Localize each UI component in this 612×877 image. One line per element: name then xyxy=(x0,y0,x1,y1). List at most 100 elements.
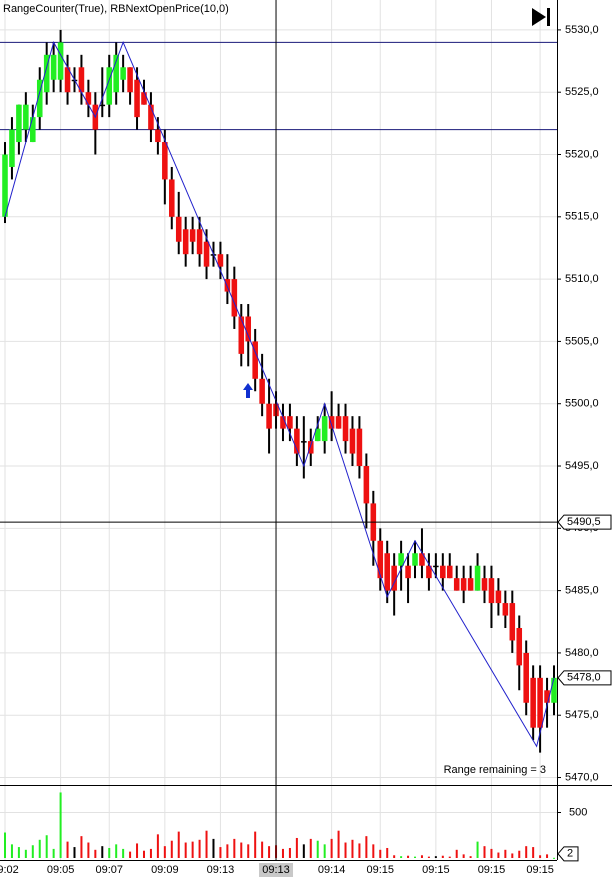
volume-bar xyxy=(420,855,423,858)
volume-bar xyxy=(73,847,76,858)
candle-body xyxy=(134,79,140,118)
volume-bar xyxy=(462,854,465,858)
candle-body xyxy=(78,67,85,93)
volume-bar xyxy=(191,841,194,858)
candle-body xyxy=(162,142,168,180)
volume-bar xyxy=(476,841,479,858)
candle-body xyxy=(43,54,50,93)
crosshair-price-box xyxy=(557,514,612,530)
candle-body xyxy=(252,341,258,379)
volume-bar xyxy=(87,842,90,858)
volume-bar xyxy=(525,846,528,858)
volume-bar xyxy=(219,847,222,858)
volume-bar xyxy=(295,837,298,858)
volume-bar xyxy=(38,839,41,858)
volume-bar xyxy=(351,839,354,858)
candle-body xyxy=(440,565,446,579)
volume-bar xyxy=(469,856,472,858)
volume-bar xyxy=(323,844,326,858)
candle-body xyxy=(314,428,321,442)
candle-body xyxy=(391,565,397,591)
candle-body xyxy=(189,229,196,242)
candle-body xyxy=(349,428,356,454)
candle-body xyxy=(544,690,550,703)
crosshair-price-label: 5490,5 xyxy=(567,516,601,528)
candle-body xyxy=(335,416,342,429)
candle-body xyxy=(127,67,133,93)
candle-body xyxy=(356,428,363,467)
volume-bar xyxy=(281,848,284,858)
candle-body xyxy=(224,279,231,292)
candle-body xyxy=(321,416,328,442)
candle-body xyxy=(238,316,245,354)
candle-body xyxy=(196,229,203,255)
volume-bar xyxy=(233,838,236,858)
candle-body xyxy=(280,416,286,429)
x-tick-label: 09:07 xyxy=(95,864,123,876)
candle-body xyxy=(301,441,307,443)
x-tick-label: 09:15 xyxy=(422,864,450,876)
candle-body xyxy=(419,553,425,566)
volume-bar xyxy=(163,846,166,858)
volume-bar xyxy=(358,843,361,858)
candle-body xyxy=(446,565,453,579)
y-tick-label: 5505,0 xyxy=(565,335,599,347)
candle-body xyxy=(64,67,71,93)
candle-body xyxy=(120,67,126,80)
volume-bar xyxy=(80,836,83,858)
y-tick-label: 5530,0 xyxy=(565,24,599,36)
candle-body xyxy=(148,104,154,130)
candle-body xyxy=(2,154,8,217)
candle-body xyxy=(537,677,543,728)
volume-tick-label: 500 xyxy=(569,806,587,818)
volume-bar xyxy=(184,842,187,858)
candle-body xyxy=(433,565,439,568)
volume-bar xyxy=(31,845,34,858)
y-tick-label: 5470,0 xyxy=(565,771,599,783)
volume-bar xyxy=(393,855,396,858)
volume-bar xyxy=(316,840,319,858)
candle-body xyxy=(175,216,182,242)
volume-bar xyxy=(407,855,410,858)
candle-body xyxy=(467,578,474,591)
candle-body xyxy=(141,92,147,105)
y-tick-label: 5475,0 xyxy=(565,709,599,721)
volume-bar xyxy=(177,831,180,858)
x-tick-label: 09:15 xyxy=(478,864,506,876)
candle-body xyxy=(182,229,189,255)
last-price-label: 5478,0 xyxy=(567,672,601,684)
volume-bar xyxy=(302,844,305,858)
volume-bar xyxy=(170,840,173,858)
volume-bar xyxy=(483,846,486,858)
y-tick-label: 5515,0 xyxy=(565,211,599,223)
candle-body xyxy=(231,279,238,317)
volume-bar xyxy=(59,792,62,858)
volume-bar xyxy=(427,856,430,858)
volume-bar xyxy=(309,838,312,858)
candle-body xyxy=(426,565,432,579)
y-tick-label: 5485,0 xyxy=(565,585,599,597)
play-button[interactable] xyxy=(532,8,550,26)
volume-bar xyxy=(553,857,555,859)
candle-body xyxy=(481,578,488,591)
volume-bar xyxy=(240,842,243,858)
crosshair-time-label: 09:13 xyxy=(262,864,290,876)
candle-body xyxy=(294,428,300,454)
end-icon xyxy=(547,8,550,26)
volume-bar xyxy=(52,848,55,858)
candle-body xyxy=(474,565,481,591)
x-tick-label: 09:09 xyxy=(151,864,179,876)
volume-bar xyxy=(386,847,389,858)
candle-body xyxy=(203,241,210,267)
volume-bar xyxy=(539,855,542,858)
volume-bar xyxy=(434,856,437,858)
volume-bar xyxy=(205,830,208,858)
candle-body xyxy=(99,104,106,107)
volume-bar xyxy=(379,849,382,858)
candle-body xyxy=(377,540,384,579)
candle-body xyxy=(245,316,252,342)
candle-body xyxy=(363,466,370,504)
volume-bar xyxy=(448,856,451,858)
volume-bar xyxy=(254,831,257,858)
